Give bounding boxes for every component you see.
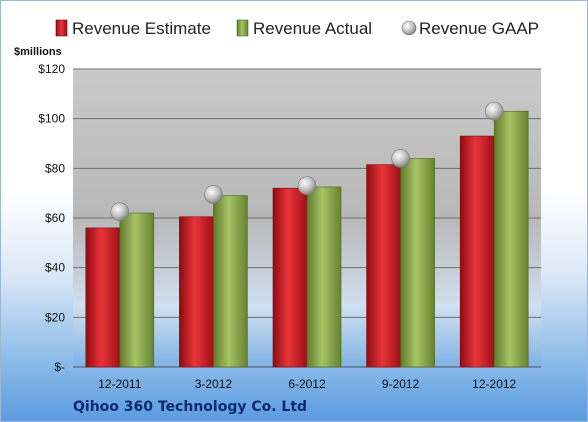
- x-tick-label: 12-2011: [98, 377, 141, 391]
- legend-swatch: [55, 19, 68, 37]
- marker-revenue-gaap: [484, 101, 504, 121]
- bars: [85, 110, 529, 368]
- bar-revenue-estimate: [272, 187, 308, 368]
- y-unit-label: $millions: [14, 46, 62, 58]
- legend-swatch: [236, 19, 249, 37]
- legend-swatch: [401, 20, 417, 36]
- y-tick-label: $-: [54, 360, 65, 374]
- company-name: Qihoo 360 Technology Co. Ltd: [73, 399, 308, 415]
- bar-revenue-actual: [493, 110, 529, 368]
- marker-revenue-gaap: [204, 185, 223, 204]
- marker-revenue-gaap: [297, 176, 317, 196]
- x-tick-label: 9-2012: [382, 377, 420, 391]
- marker-revenue-gaap: [110, 202, 130, 222]
- legend-item: Revenue Actual: [236, 19, 372, 38]
- bar-revenue-actual: [213, 195, 248, 368]
- y-axis-ticks: $- $20 $40 $60 $80 $100 $120: [38, 62, 65, 374]
- bar-revenue-actual: [306, 186, 342, 368]
- bar-revenue-estimate: [85, 227, 121, 368]
- x-axis-ticks: 12-2011 3-2012 6-2012 9-2012 12-2012: [98, 377, 516, 391]
- marker-revenue-gaap: [391, 149, 410, 168]
- legend-label: Revenue GAAP: [419, 19, 539, 38]
- legend-item: Revenue Estimate: [55, 19, 211, 38]
- bar-revenue-actual: [400, 158, 435, 368]
- y-tick-label: $100: [38, 112, 65, 126]
- legend-label: Revenue Estimate: [72, 19, 211, 38]
- y-tick-label: $60: [45, 211, 65, 225]
- bar-revenue-estimate: [366, 164, 401, 368]
- bar-revenue-actual: [119, 212, 155, 368]
- legend-item: Revenue GAAP: [401, 19, 539, 38]
- y-tick-label: $20: [45, 310, 65, 324]
- x-tick-label: 3-2012: [195, 377, 233, 391]
- legend-label: Revenue Actual: [253, 19, 372, 38]
- y-tick-label: $40: [45, 261, 65, 275]
- gaap-markers: [110, 101, 504, 222]
- y-tick-label: $120: [38, 62, 65, 76]
- bar-revenue-estimate: [459, 135, 495, 368]
- bar-revenue-estimate: [179, 216, 214, 368]
- legend: Revenue Estimate Revenue Actual Revenue GA…: [55, 19, 539, 38]
- x-tick-label: 12-2012: [472, 377, 516, 391]
- x-tick-label: 6-2012: [288, 377, 326, 391]
- y-tick-label: $80: [45, 161, 65, 175]
